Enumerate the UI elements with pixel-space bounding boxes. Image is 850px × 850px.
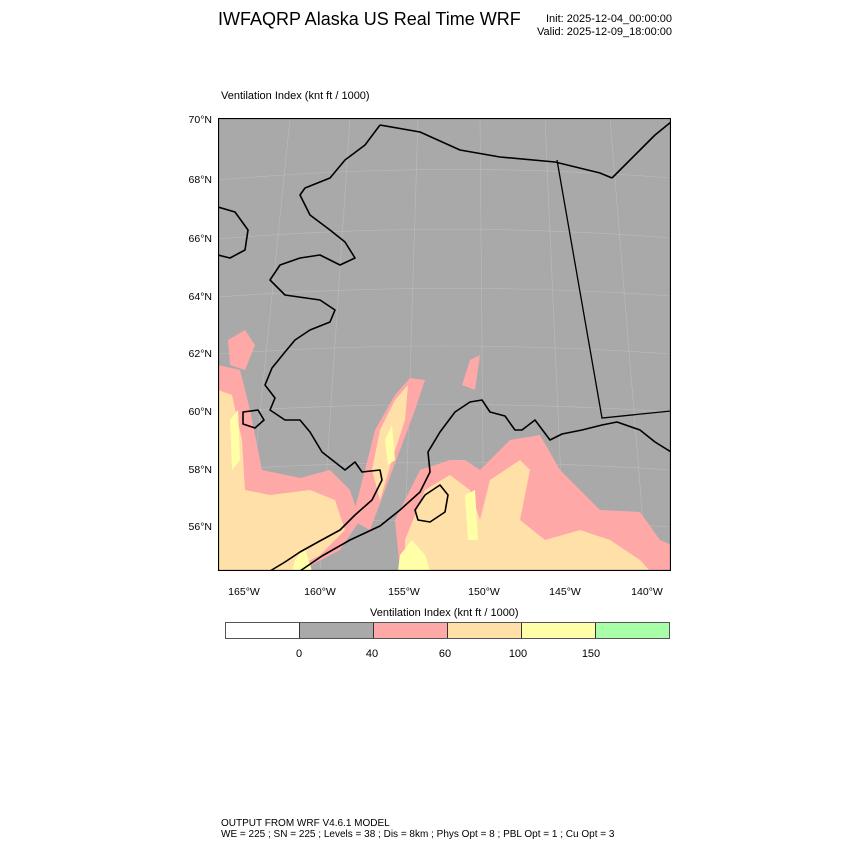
colorbar xyxy=(225,622,670,639)
lon-label: 145°W xyxy=(549,586,581,598)
plot-title: IWFAQRP Alaska US Real Time WRF xyxy=(218,9,521,29)
chukotka-coastline xyxy=(218,206,249,259)
lat-label: 68°N xyxy=(188,174,212,186)
colorbar-segment xyxy=(448,623,522,638)
south-coastline xyxy=(299,399,671,571)
colorbar-title: Ventilation Index (knt ft / 1000) xyxy=(370,607,519,619)
lon-label: 160°W xyxy=(304,586,336,598)
vi-yellow-regions xyxy=(230,410,478,571)
map-panel xyxy=(218,118,671,571)
colorbar-label: 60 xyxy=(438,648,452,660)
colorbar-label: 150 xyxy=(581,648,601,660)
lat-label: 64°N xyxy=(188,291,212,303)
colorbar-segment xyxy=(226,623,300,638)
colorbar-segment xyxy=(374,623,448,638)
lon-label: 165°W xyxy=(228,586,260,598)
colorbar-segment xyxy=(522,623,596,638)
valid-time: Valid: 2025-12-09_18:00:00 xyxy=(537,26,672,38)
field-subtitle: Ventilation Index (knt ft / 1000) xyxy=(221,90,370,102)
lat-label: 66°N xyxy=(188,233,212,245)
lat-label: 62°N xyxy=(188,348,212,360)
alaska-coastline xyxy=(264,124,613,571)
init-time: Init: 2025-12-04_00:00:00 xyxy=(546,13,672,25)
model-config: WE = 225 ; SN = 225 ; Levels = 38 ; Dis … xyxy=(221,829,615,840)
coastlines xyxy=(218,121,671,571)
colorbar-label: 40 xyxy=(365,648,379,660)
borders xyxy=(556,159,671,419)
us-canada-border xyxy=(556,159,671,419)
colorbar-segment xyxy=(596,623,669,638)
lon-label: 150°W xyxy=(468,586,500,598)
colorbar-segment xyxy=(300,623,374,638)
lon-label: 140°W xyxy=(631,586,663,598)
kodiak-island xyxy=(414,484,449,523)
lat-label: 70°N xyxy=(188,114,212,126)
map-frame xyxy=(218,118,671,571)
st-lawrence-island xyxy=(242,409,265,429)
lon-label: 155°W xyxy=(388,586,420,598)
lat-label: 60°N xyxy=(188,406,212,418)
lat-label: 58°N xyxy=(188,464,212,476)
model-info-footer: OUTPUT FROM WRF V4.6.1 MODEL WE = 225 ; … xyxy=(221,818,614,840)
lat-label: 56°N xyxy=(188,521,212,533)
model-version: OUTPUT FROM WRF V4.6.1 MODEL xyxy=(221,818,390,829)
canada-coastline xyxy=(611,121,671,179)
time-info: Init: 2025-12-04_00:00:00 Valid: 2025-12… xyxy=(520,13,672,39)
colorbar-label: 0 xyxy=(295,648,303,660)
colorbar-label: 100 xyxy=(508,648,528,660)
